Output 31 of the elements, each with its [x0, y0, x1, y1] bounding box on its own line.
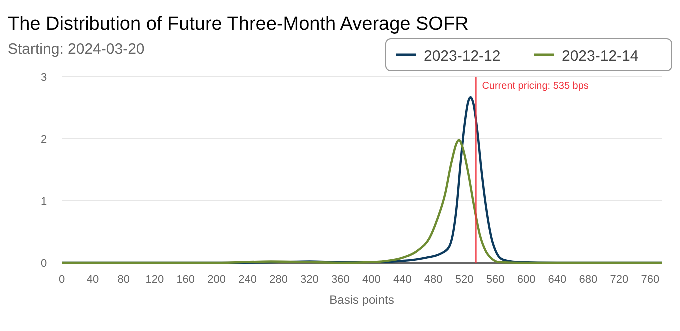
- x-tick-label: 400: [362, 274, 381, 286]
- legend-label: 2023-12-14: [562, 48, 639, 65]
- x-tick-label: 320: [300, 274, 319, 286]
- x-tick-label: 120: [146, 274, 164, 286]
- y-tick-label: 3: [40, 72, 48, 84]
- x-tick-label: 760: [641, 274, 660, 286]
- chart-title: The Distribution of Future Three-Month Average SOFR: [8, 14, 469, 35]
- x-tick-label: 0: [58, 274, 66, 286]
- legend-label: 2023-12-12: [424, 48, 501, 65]
- x-tick-label: 560: [486, 274, 505, 286]
- x-tick-label: 480: [424, 274, 443, 286]
- x-tick-label: 600: [517, 274, 536, 286]
- x-tick-label: 520: [455, 274, 474, 286]
- chart-subtitle: Starting: 2024-03-20: [8, 41, 145, 58]
- x-tick-label: 720: [610, 274, 629, 286]
- x-tick-label: 280: [270, 274, 288, 286]
- ref-line-label: Current pricing: 535 bps: [482, 81, 589, 92]
- y-tick-label: 0: [40, 258, 48, 270]
- line-series: [60, 139, 664, 264]
- x-tick-label: 200: [208, 274, 226, 286]
- x-tick-label: 240: [238, 274, 257, 286]
- y-tick-label: 1: [40, 196, 48, 208]
- x-tick-label: 80: [118, 274, 130, 286]
- x-tick-label: 640: [548, 274, 567, 286]
- x-tick-label: 160: [176, 274, 196, 286]
- x-tick-label: 40: [86, 274, 100, 286]
- x-axis-title: Basis points: [330, 293, 394, 307]
- y-tick-label: 2: [40, 134, 48, 146]
- x-tick-label: 360: [332, 274, 350, 286]
- x-tick-label: 440: [393, 274, 412, 286]
- x-tick-label: 680: [579, 274, 598, 286]
